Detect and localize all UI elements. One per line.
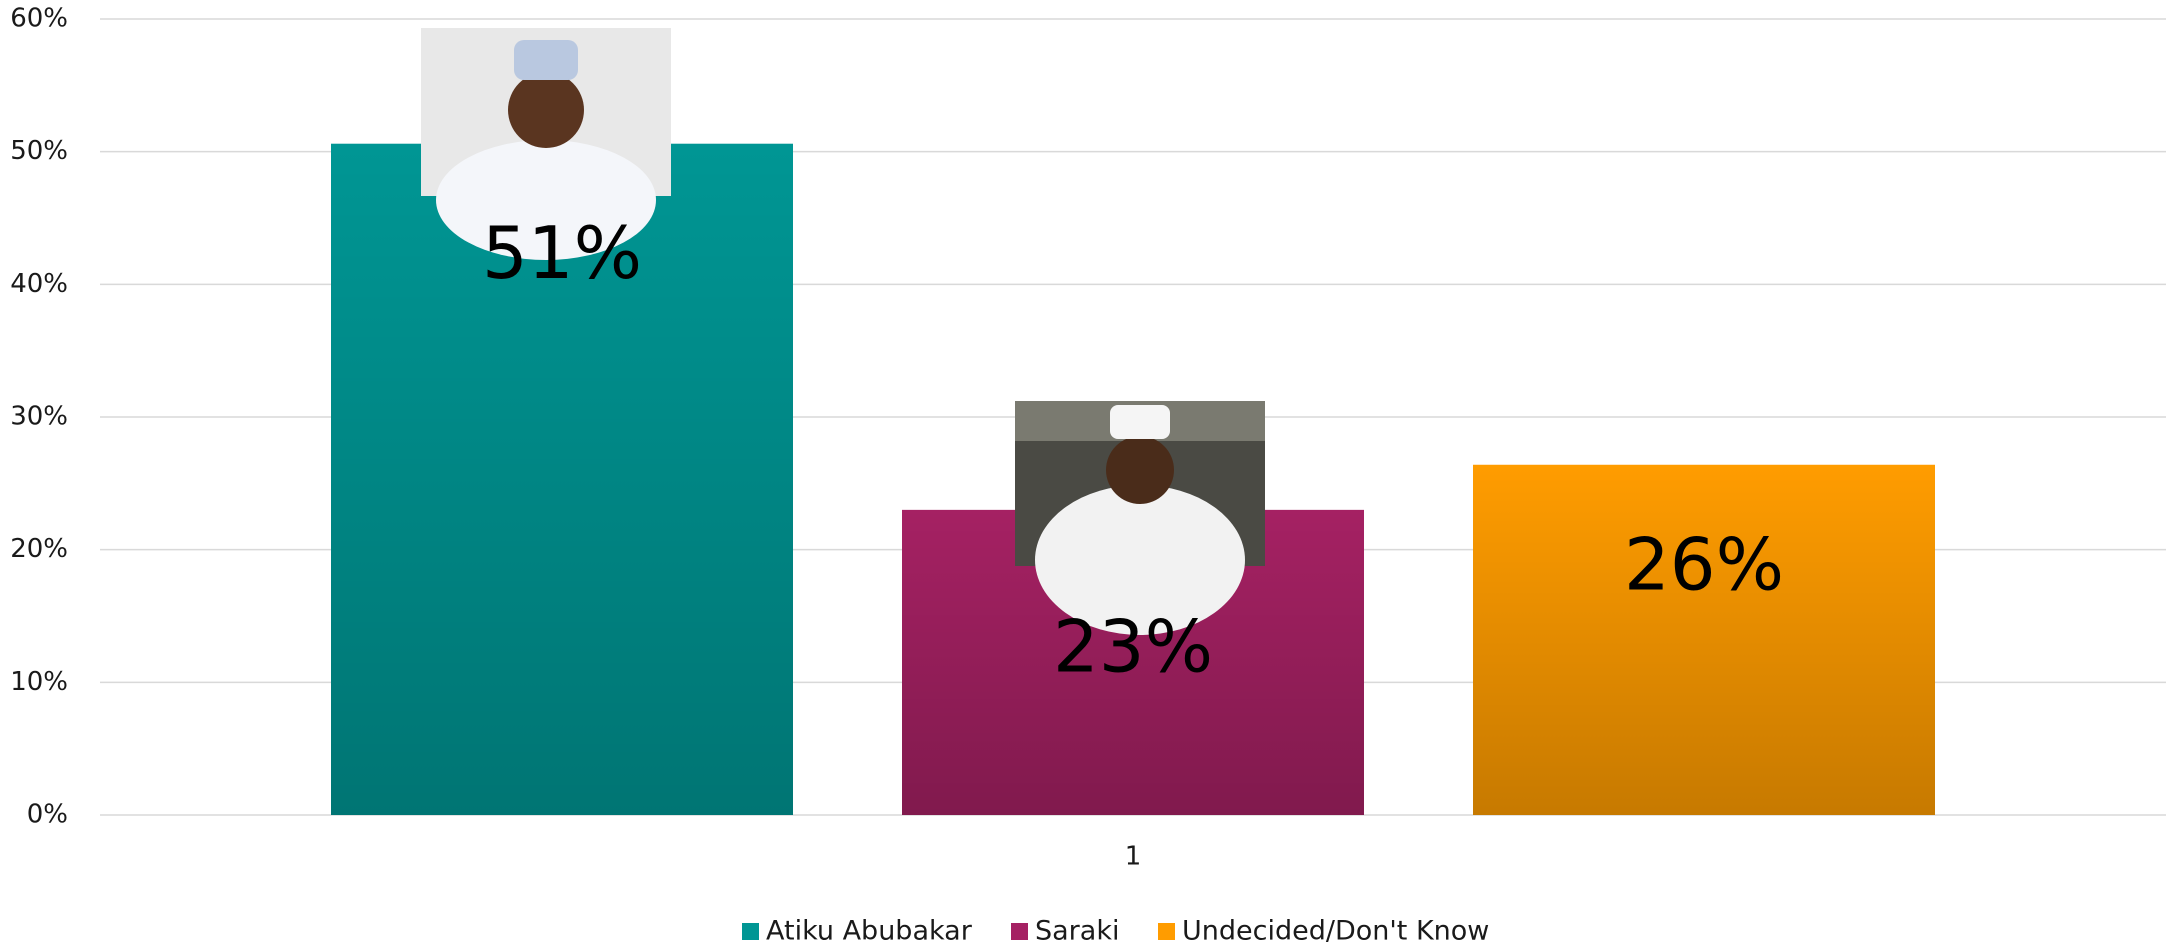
legend-swatch [742,923,759,940]
legend-label: Atiku Abubakar [766,916,973,947]
legend-swatch [1011,923,1028,940]
data-label: 26% [1624,522,1784,606]
legend-label: Undecided/Don't Know [1182,916,1489,947]
bar-shade [1473,464,1935,815]
photos [421,28,1265,635]
legend: Atiku Abubakar Saraki Undecided/Don't Know [742,916,1489,947]
y-tick-label: 30% [10,402,68,432]
value-labels: 51% 23% 26% [482,211,1784,688]
y-tick-label: 20% [10,534,68,564]
data-label: 23% [1053,604,1213,688]
photo-atiku [421,28,671,260]
photo-saraki [1015,401,1265,635]
y-tick-label: 10% [10,667,68,697]
y-tick-label: 0% [27,800,68,830]
legend-label: Saraki [1035,916,1119,947]
data-label: 51% [482,211,642,295]
x-tick-label: 1 [1125,842,1142,872]
y-tick-label: 60% [10,4,68,34]
bars [331,143,1935,815]
legend-swatch [1158,923,1175,940]
y-tick-label: 50% [10,136,68,166]
y-tick-label: 40% [10,269,68,299]
